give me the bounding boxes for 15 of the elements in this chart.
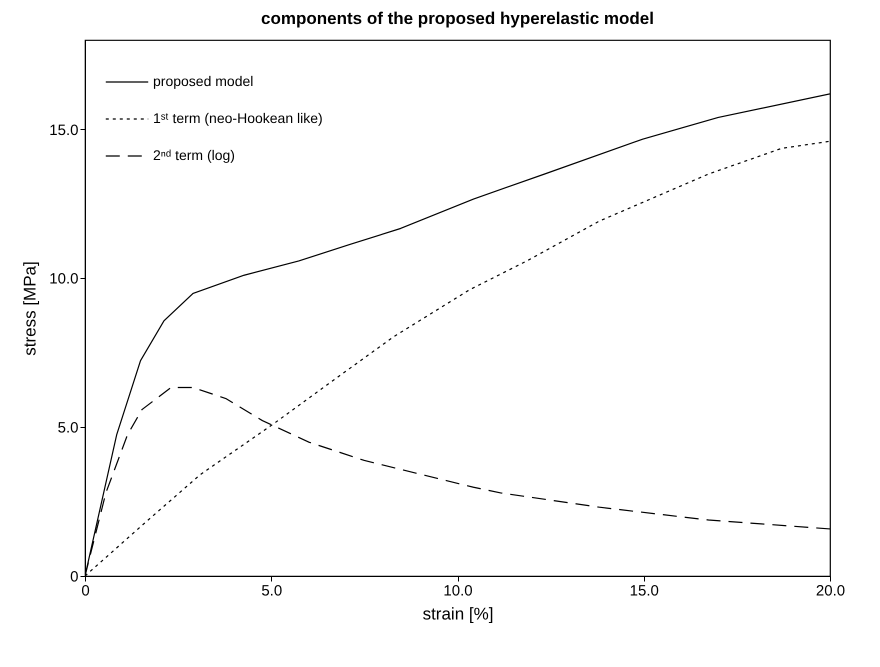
x-tick-label: 20.0 xyxy=(816,582,846,600)
y-axis-title: stress [MPa] xyxy=(20,261,40,356)
y-tick-label: 10.0 xyxy=(49,270,78,288)
y-tick-label: 5.0 xyxy=(58,420,78,437)
legend-label: proposed model xyxy=(153,73,254,89)
legend-label: 2ⁿᵈ term (log) xyxy=(153,147,235,163)
y-tick-label: 15.0 xyxy=(49,122,78,139)
legend-label: 1ˢᵗ term (neo-Hookean like) xyxy=(153,110,323,126)
y-tick-label: 0 xyxy=(70,568,78,586)
x-tick-label: 5.0 xyxy=(261,582,282,600)
x-tick-label: 0 xyxy=(81,582,90,600)
x-tick-label: 15.0 xyxy=(630,582,659,600)
x-axis-title: strain [%] xyxy=(422,604,494,624)
chart-title: components of the proposed hyperelastic model xyxy=(261,9,654,28)
x-tick-label: 10.0 xyxy=(443,582,473,600)
